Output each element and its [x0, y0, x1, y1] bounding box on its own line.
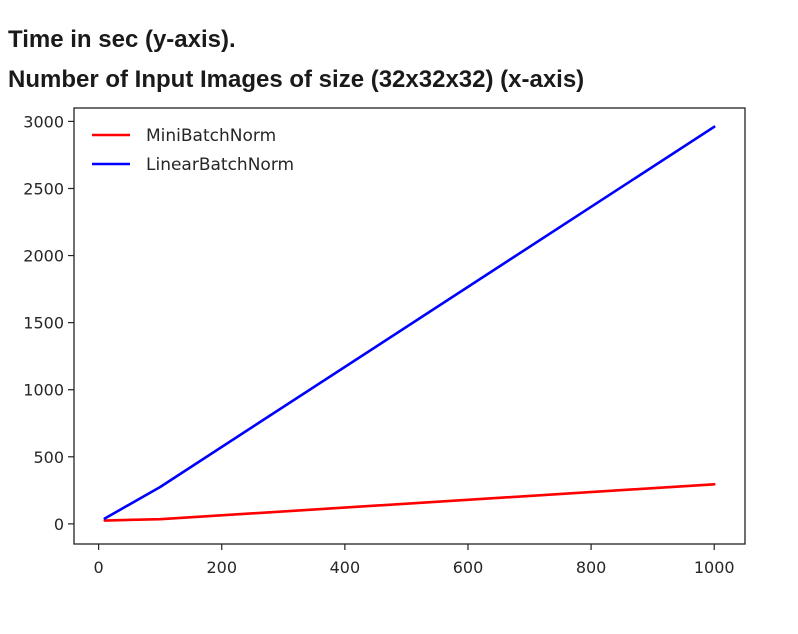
heading-x-axis-note: Number of Input Images of size (32x32x32… [8, 66, 585, 93]
series-line-linear-batch-norm [103, 125, 716, 520]
legend-label-mini-batch-norm: MiniBatchNorm [146, 126, 276, 146]
x-tick-label: 0 [94, 558, 104, 577]
series-line-mini-batch-norm [103, 482, 716, 522]
x-tick-label: 200 [206, 558, 237, 577]
x-tick-label: 600 [453, 558, 484, 577]
x-tick-label: 1000 [694, 558, 735, 577]
heading-y-axis-note: Time in sec (y-axis). [8, 26, 236, 53]
x-tick-label: 800 [576, 558, 607, 577]
y-tick-label: 0 [54, 515, 64, 534]
y-tick-label: 3000 [23, 112, 64, 131]
axis-ticks: 0 200 400 600 800 1000 0 500 1000 1500 2000 2500 300… [23, 112, 734, 577]
legend-label-linear-batch-norm: LinearBatchNorm [146, 155, 294, 175]
y-tick-label: 500 [33, 448, 64, 467]
y-tick-label: 1500 [23, 314, 64, 333]
y-tick-label: 2500 [23, 179, 64, 198]
x-tick-label: 400 [330, 558, 361, 577]
legend: MiniBatchNorm LinearBatchNorm [92, 126, 294, 175]
y-tick-label: 1000 [23, 381, 64, 400]
series-lines [103, 125, 716, 522]
y-tick-label: 2000 [23, 247, 64, 266]
